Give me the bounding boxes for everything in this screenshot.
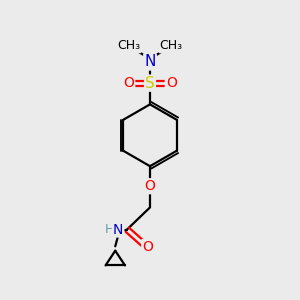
Text: CH₃: CH₃ xyxy=(160,39,183,52)
Text: S: S xyxy=(145,76,155,91)
Text: H: H xyxy=(105,223,114,236)
Text: O: O xyxy=(142,240,153,254)
Text: N: N xyxy=(144,55,156,70)
Text: O: O xyxy=(123,76,134,90)
Text: O: O xyxy=(166,76,177,90)
Text: O: O xyxy=(145,179,155,193)
Text: CH₃: CH₃ xyxy=(117,39,140,52)
Text: N: N xyxy=(113,223,123,236)
